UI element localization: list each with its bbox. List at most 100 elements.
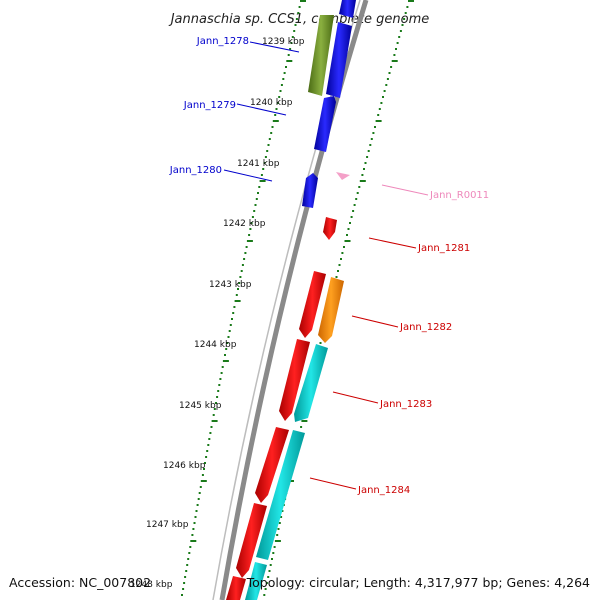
scale-minor-tick (401, 24, 404, 26)
scale-minor-tick (289, 48, 292, 50)
gene-label[interactable]: Jann_1278 (196, 36, 249, 47)
gene-feature[interactable] (314, 96, 336, 152)
genome-stats-text: Topology: circular; Length: 4,317,977 bp… (246, 575, 590, 590)
gene-feature[interactable] (255, 427, 289, 503)
callout-line (332, 391, 379, 404)
tick-label: 1246 kbp (163, 461, 206, 471)
scale-minor-tick (355, 198, 358, 200)
scale-minor-tick (279, 90, 282, 92)
gene-feature[interactable] (318, 277, 344, 343)
gene-feature[interactable] (236, 503, 267, 578)
scale-minor-tick (290, 42, 293, 44)
gene-feature[interactable] (308, 15, 334, 96)
scale-minor-tick (403, 18, 406, 20)
gene-label[interactable]: Jann_1281 (417, 243, 470, 254)
scale-major-tick (211, 420, 218, 422)
gene-feature[interactable] (339, 0, 356, 18)
scale-minor-tick (268, 138, 271, 140)
scale-minor-tick (220, 372, 223, 374)
scale-minor-tick (263, 162, 266, 164)
scale-minor-tick (293, 30, 296, 32)
scale-minor-tick (273, 546, 276, 548)
scale-minor-tick (382, 96, 384, 98)
gene-label[interactable]: Jann_1283 (379, 399, 432, 410)
scale-minor-tick (271, 126, 274, 128)
scale-minor-tick (240, 270, 243, 272)
scale-minor-tick (383, 90, 386, 92)
scale-minor-tick (369, 144, 372, 146)
scale-major-tick (274, 540, 281, 542)
gene-feature[interactable] (323, 217, 337, 240)
scale-minor-tick (285, 66, 287, 68)
scale-major-tick (272, 120, 279, 122)
scale-minor-tick (269, 564, 272, 566)
scale-minor-tick (195, 510, 198, 512)
scale-minor-tick (264, 588, 267, 590)
scale-minor-tick (370, 138, 373, 140)
scale-minor-tick (251, 216, 254, 218)
scale-minor-tick (353, 204, 356, 206)
scale-minor-tick (363, 168, 365, 170)
scale-minor-tick (374, 126, 376, 128)
gene-label[interactable]: Jann_1284 (357, 485, 410, 496)
scale-minor-tick (358, 186, 361, 188)
gene-label[interactable]: Jann_1282 (399, 322, 452, 333)
gene-callouts: Jann_1278 Jann_1279 Jann_1280 Jann_R0011… (169, 36, 489, 496)
scale-labels: 1239 kbp 1240 kbp 1241 kbp 1242 kbp 1243… (130, 37, 305, 590)
scale-minor-tick (267, 576, 270, 578)
gene-feature[interactable] (299, 271, 326, 338)
scale-minor-tick (297, 12, 300, 14)
scale-minor-tick (364, 162, 367, 164)
scale-minor-tick (184, 576, 187, 578)
gene-feature[interactable] (294, 344, 328, 422)
scale-minor-tick (294, 24, 297, 26)
scale-minor-tick (250, 222, 253, 224)
scale-minor-tick (338, 264, 341, 266)
scale-minor-tick (264, 156, 267, 158)
tick-label: 1240 kbp (250, 98, 293, 108)
scale-minor-tick (280, 516, 283, 518)
scale-minor-tick (257, 192, 259, 194)
scale-major-tick (301, 420, 308, 422)
scale-minor-tick (291, 36, 294, 38)
scale-minor-tick (249, 228, 252, 230)
scale-minor-tick (346, 234, 348, 236)
scale-minor-tick (239, 276, 242, 278)
gene-label[interactable]: Jann_1280 (169, 165, 222, 176)
gene-feature[interactable] (256, 430, 305, 560)
scale-minor-tick (378, 108, 381, 110)
scale-minor-tick (262, 168, 265, 170)
scale-major-tick (190, 540, 197, 542)
accession-text: Accession: NC_007802 (9, 575, 151, 590)
scale-minor-tick (295, 18, 298, 20)
gene-feature[interactable] (326, 22, 352, 98)
gene-feature[interactable] (279, 339, 310, 421)
scale-minor-tick (233, 306, 236, 308)
scale-minor-tick (390, 66, 393, 68)
scale-minor-tick (276, 102, 279, 104)
gene-label[interactable]: Jann_1279 (183, 100, 236, 111)
scale-minor-tick (393, 54, 396, 56)
gene-label[interactable]: Jann_R0011 (429, 190, 489, 201)
gene-feature[interactable] (336, 172, 350, 180)
scale-minor-tick (361, 174, 364, 176)
scale-minor-tick (268, 570, 271, 572)
scale-minor-tick (267, 144, 270, 146)
callout-line (309, 477, 357, 490)
tick-label: 1245 kbp (179, 401, 222, 411)
scale-minor-tick (232, 312, 235, 314)
gene-feature[interactable] (226, 576, 246, 600)
scale-minor-tick (229, 324, 232, 326)
scale-minor-tick (406, 6, 409, 8)
gene-feature[interactable] (245, 562, 267, 600)
scale-minor-tick (224, 354, 226, 356)
gene-feature[interactable] (302, 173, 318, 208)
scale-minor-tick (399, 30, 402, 32)
scale-minor-tick (183, 582, 186, 584)
scale-minor-tick (271, 558, 273, 560)
scale-major-tick (408, 0, 414, 2)
scale-minor-tick (265, 582, 268, 584)
scale-minor-tick (182, 588, 185, 590)
tick-label: 1241 kbp (237, 159, 280, 169)
scale-minor-tick (241, 264, 244, 266)
